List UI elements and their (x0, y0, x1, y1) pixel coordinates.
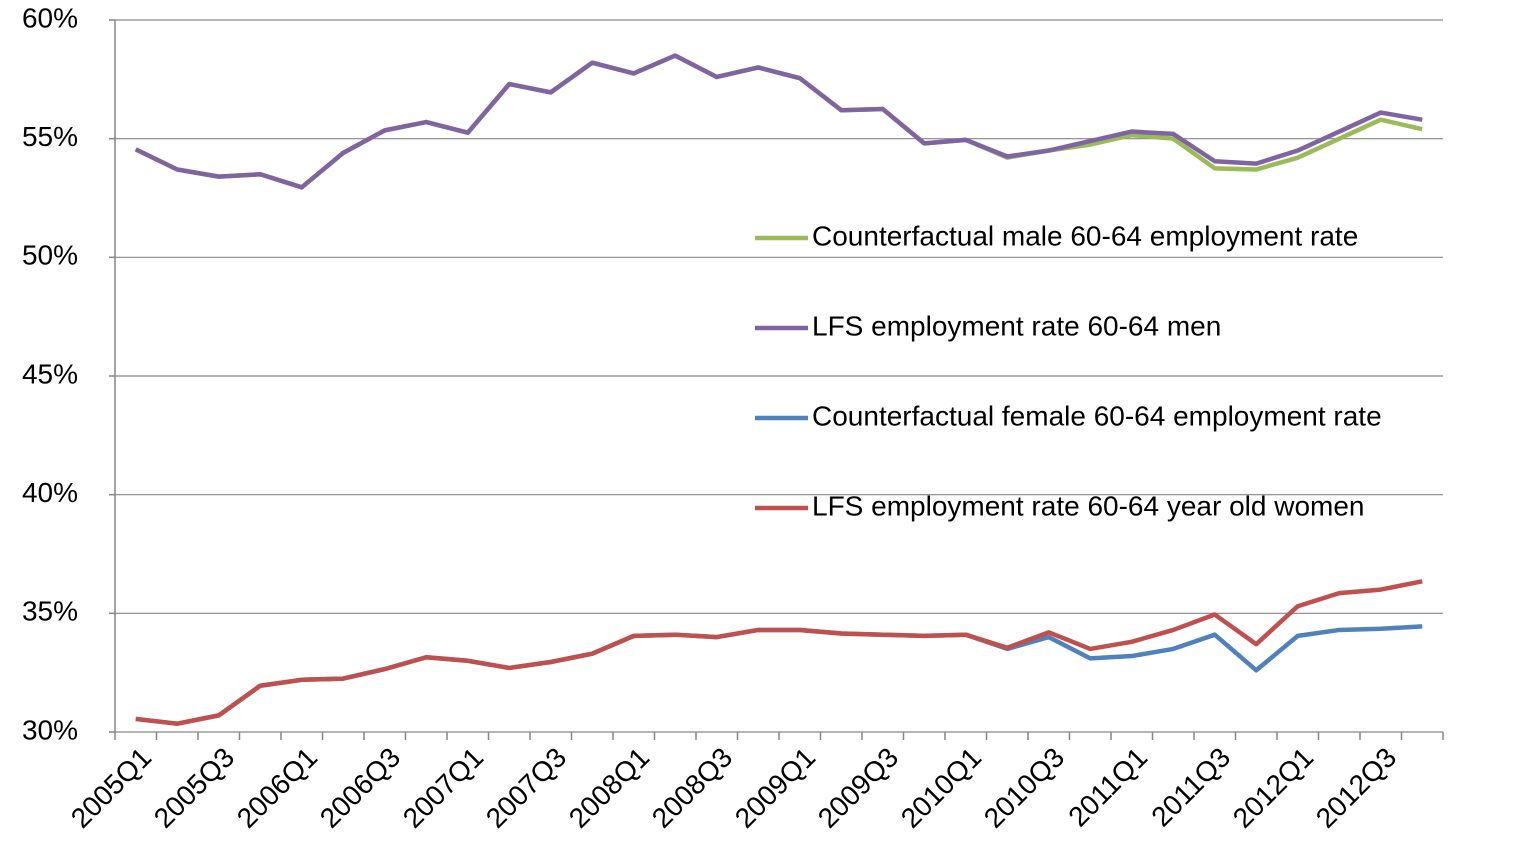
x-tick-label: 2012Q3 (1310, 742, 1402, 834)
x-tick-label: 2011Q3 (1145, 742, 1236, 833)
legend-label: LFS employment rate 60-64 men (812, 310, 1221, 341)
x-tick-label: 2010Q1 (895, 742, 987, 834)
x-tick-label: 2010Q3 (978, 742, 1070, 834)
x-tick-label: 2007Q3 (480, 742, 572, 834)
x-tick-label: 2005Q1 (65, 742, 157, 834)
y-tick-label: 35% (22, 596, 78, 627)
x-tick-label: 2006Q3 (314, 742, 406, 834)
y-tick-label: 40% (22, 477, 78, 508)
x-tick-label: 2008Q1 (563, 742, 655, 834)
x-tick-label: 2012Q1 (1227, 742, 1319, 834)
x-tick-label: 2009Q3 (812, 742, 904, 834)
series-line (135, 624, 1423, 726)
x-tick-label: 2006Q1 (231, 742, 323, 834)
y-tick-label: 30% (22, 714, 78, 745)
x-tick-label: 2005Q3 (148, 742, 240, 834)
x-tick-label: 2011Q1 (1062, 742, 1153, 833)
x-tick-label: 2009Q1 (729, 742, 821, 834)
legend-label: LFS employment rate 60-64 year old women (812, 490, 1365, 521)
y-tick-label: 50% (22, 240, 78, 271)
y-tick-label: 60% (22, 2, 78, 33)
legend-label: Counterfactual male 60-64 employment rat… (812, 220, 1358, 251)
legend-label: Counterfactual female 60-64 employment r… (812, 400, 1382, 431)
series-line (134, 53, 1423, 190)
x-tick-label: 2008Q3 (646, 742, 738, 834)
y-tick-label: 55% (22, 121, 78, 152)
series-line (135, 579, 1423, 726)
y-tick-label: 45% (22, 358, 78, 389)
x-tick-label: 2007Q1 (397, 742, 489, 834)
